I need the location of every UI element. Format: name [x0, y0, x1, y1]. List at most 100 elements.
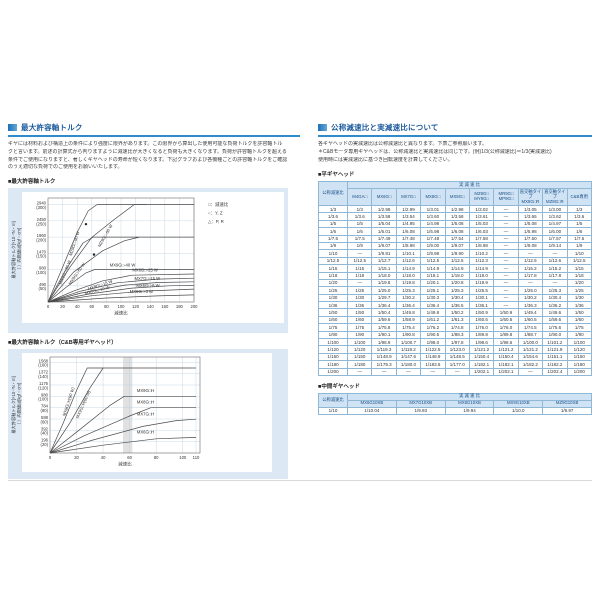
actual-ratio-cell: 1/75.4 [395, 323, 422, 332]
actual-ratio-cell: 1/60 [566, 315, 593, 325]
actual-ratio-cell: 1/9.14 [542, 241, 568, 251]
actual-ratio-cell: 1/150.4 [468, 352, 495, 362]
series-line [47, 269, 194, 303]
actual-ratio-cell: 1/3.58 [444, 212, 470, 221]
svg-text:120: 120 [132, 304, 140, 309]
y-axis-tick-labels: 196 (20) 392 (40) 588 (60) 784 (80) 980 (100) 1176… [38, 358, 48, 447]
actual-ratio-cell: 1/12.5 [566, 256, 593, 266]
actual-ratio-cell: 1/15.2 [517, 264, 544, 273]
actual-ratio-cell: 1/30.4 [444, 293, 470, 303]
flat-gearhead-ratio-table: 公称減速比実 減 速 比 M4GA□ MX6G□ MX7G□ MX8G□ MX9G□ MZ9… [318, 181, 593, 377]
actual-ratio-cell: 1/100.7 [395, 338, 422, 347]
nominal-ratio-header: 公称減速比 [318, 392, 348, 408]
series-label: MX8G□H [137, 400, 154, 405]
nominal-ratio-cell: 1/10 [318, 249, 348, 258]
y-axis-tick-labels: 490 (50) 980 (100) 1470 (150) 1960 (200) 2450 (25… [36, 201, 46, 292]
y-axis-label: 最大許容軸トルク[×10⁻³N・m] [10, 376, 17, 433]
actual-ratio-cell: 1/10 [566, 249, 593, 258]
table-row: 1/75 1/75 1/75.8 1/75.4 1/76.2 1/74.8 1/76.0 1/… [318, 323, 593, 332]
actual-ratio-cell: 1/76.0 [493, 323, 519, 332]
actual-ratio-cell: 1/12.6 [395, 256, 422, 266]
actual-ratio-cell: 1/18.0 [371, 271, 397, 280]
nominal-ratio-cell: 1/18 [318, 271, 348, 280]
actual-ratio-cell: 1/119.2 [395, 345, 422, 354]
y-axis-label: 最大許容軸トルク[×10⁻³N・m] [10, 221, 17, 278]
svg-text:392(40): 392 (40) [41, 426, 49, 435]
svg-text:200: 200 [191, 304, 199, 309]
actual-ratio-cell: 1/5.98 [420, 227, 446, 236]
actual-ratio-cell: 1/30.2 [517, 293, 544, 303]
actual-ratio-cell: 1/182.1 [493, 360, 519, 369]
actual-ratio-cell: — [493, 241, 519, 251]
actual-ratio-cell: 1/9.97 [542, 406, 592, 416]
actual-ratio-cell: 1/74.8 [444, 323, 470, 332]
actual-ratio-cell: 1/3.05 [517, 204, 544, 214]
actual-ratio-cell: 1/7.48 [420, 234, 446, 243]
actual-ratio-cell: 1/36.4 [371, 301, 397, 310]
actual-ratio-cell: — [493, 212, 519, 221]
nominal-ratio-cell: 1/75 [318, 323, 348, 332]
actual-ratio-cell: 1/15.1 [371, 264, 397, 273]
series-line [47, 277, 195, 303]
svg-text:60: 60 [89, 304, 94, 309]
actual-ratio-cell: 1/14.9 [395, 264, 422, 273]
actual-ratio-cell: 1/36.5 [444, 301, 470, 310]
actual-ratio-cell: 1/7.5 [346, 234, 373, 243]
series-label: MX9G□H [137, 388, 154, 393]
actual-ratio-cell: — [517, 278, 544, 288]
actual-ratio-cell: 1/49.6 [542, 308, 568, 317]
table-row: 1/200— — — — —1/202.1 1/202.1—1/202.4 1/200 [318, 367, 593, 377]
actual-ratio-cell: 1/5.08 [517, 219, 544, 229]
actual-ratio-cell: 1/8.98 [395, 241, 422, 251]
flat-gearhead-table-title: ■平ギヤヘッド [318, 172, 355, 179]
actual-ratio-cell: 1/36.4 [395, 301, 422, 310]
actual-ratio-cell: 1/98.6 [468, 338, 495, 347]
actual-ratio-cell: 1/9.98 [420, 249, 446, 258]
column-header: 直交軸タイプ MZ9G□R [542, 188, 568, 206]
table-row: 1/3 1/3 1/2.98 1/2.99 1/3.01 1/2.98 1/3.02—1/3… [318, 204, 593, 214]
actual-ratio-cell: 1/74.5 [517, 323, 544, 332]
actual-ratio-cell: — [493, 249, 519, 258]
nominal-ratio-cell: 1/25 [318, 286, 348, 295]
actual-ratio-cell: 1/6 [346, 227, 373, 236]
svg-text:1960(200): 1960 (200) [36, 233, 46, 242]
actual-ratio-cell: 1/61.3 [444, 315, 470, 325]
actual-ratio-cell: 1/30.3 [420, 293, 446, 303]
nominal-ratio-cell: 1/60 [318, 315, 348, 325]
actual-ratio-cell: 1/3.61 [468, 212, 495, 221]
actual-ratio-cell: 1/50 [566, 308, 593, 317]
actual-ratio-cell: 1/12.5 [420, 256, 446, 266]
svg-text:□：減速比: □：減速比 [208, 201, 229, 208]
series-label: MX6G□-3 W [130, 289, 153, 294]
series-line [49, 418, 197, 454]
actual-ratio-cell: 1/6.08 [444, 227, 470, 236]
actual-ratio-cell: 1/177.0 [444, 360, 470, 369]
actual-ratio-cell: 1/5.04 [371, 219, 397, 229]
svg-text:40: 40 [101, 455, 106, 460]
column-header: MR9G□ MP9G□ [493, 188, 519, 206]
nominal-ratio-cell: 1/9 [318, 241, 348, 251]
svg-text:80: 80 [154, 455, 159, 460]
actual-ratio-cell: 1/5.03 [468, 219, 495, 229]
actual-ratio-cell: — [444, 367, 470, 377]
section-title-torque: 最大許容軸トルク [21, 123, 83, 132]
text-line: のうえ適切な負荷でのご使用をお願いいたします。 [8, 164, 123, 171]
actual-ratio-cell: 1/150 [346, 352, 373, 362]
series-line [47, 284, 195, 303]
column-header: MZ9G□ MY9G□ [468, 188, 495, 206]
series-label: MX6G□H [137, 429, 154, 434]
nominal-ratio-cell: 1/150 [318, 352, 348, 362]
cb-gearhead-torque-chart: MX9G□H(90 W) MX9G□H(60 W) MX9G□HMX8G□HMX7G… [10, 353, 272, 472]
actual-ratio-cell: 1/101.2 [542, 338, 568, 347]
actual-ratio-cell: — [346, 278, 373, 288]
actual-ratio-cell: 1/14.9 [468, 264, 495, 273]
nominal-ratio-cell: 1/50 [318, 308, 348, 317]
actual-ratio-cell: 1/12.5 [444, 256, 470, 266]
series-label: MX8G□-25 W [132, 268, 158, 273]
actual-ratio-cell: — [493, 204, 519, 214]
actual-ratio-cell: 1/182.1 [468, 360, 495, 369]
x-axis-label: 減速比 [114, 310, 128, 317]
actual-ratio-cell: 1/90 [566, 330, 593, 340]
section-header-torque: 最大許容軸トルク [8, 122, 300, 137]
actual-ratio-cell: 1/50.9 [468, 308, 495, 317]
